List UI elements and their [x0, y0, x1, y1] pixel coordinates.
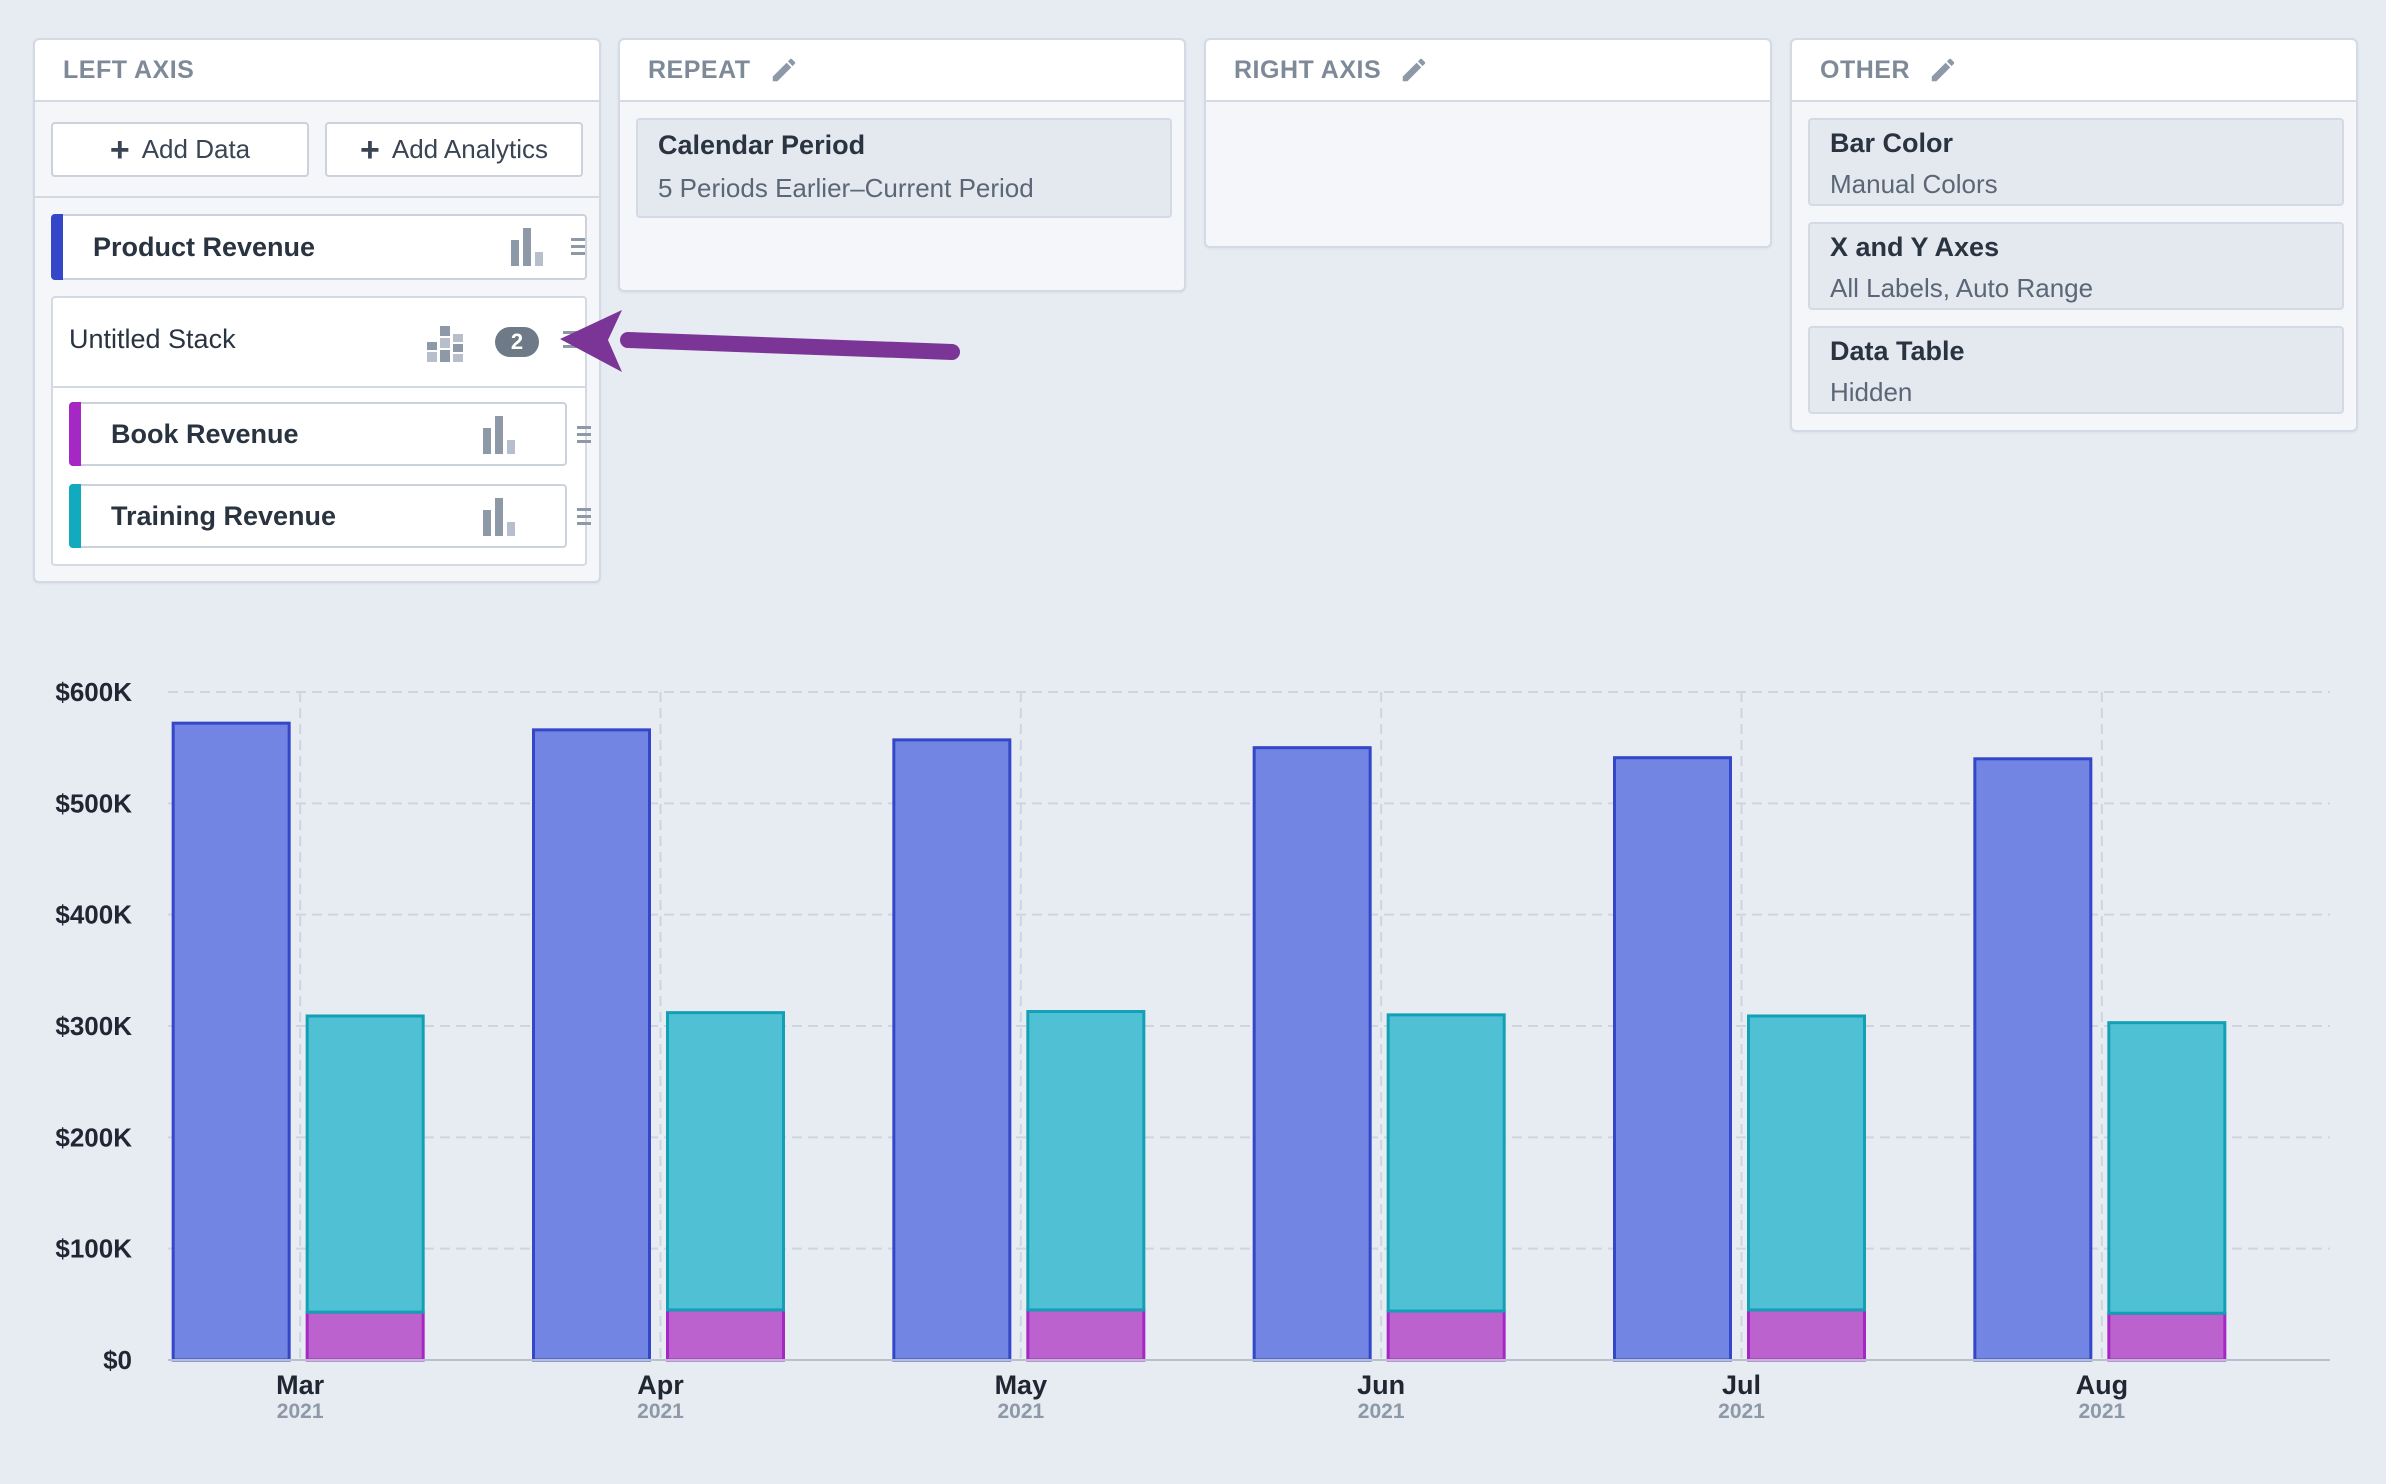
series-color-swatch: [69, 484, 81, 548]
x-tick-year: 2021: [997, 1400, 1044, 1423]
add-data-button[interactable]: + Add Data: [51, 122, 309, 177]
x-tick-year: 2021: [2078, 1400, 2125, 1423]
calendar-period-item[interactable]: Calendar Period 5 Periods Earlier–Curren…: [636, 118, 1172, 218]
plus-icon: +: [109, 130, 130, 169]
x-tick-label: May: [995, 1370, 1048, 1400]
stack-count-badge: 2: [495, 327, 539, 357]
bar-training-revenue: [305, 1014, 425, 1314]
y-tick-label: $500K: [55, 788, 132, 818]
stack-label: Untitled Stack: [69, 324, 236, 354]
y-tick-label: $200K: [55, 1122, 132, 1152]
stack-group: Untitled Stack 2 Book Revenue Training R…: [51, 296, 591, 566]
drag-handle-icon[interactable]: [571, 238, 585, 258]
drag-handle-icon[interactable]: [577, 508, 591, 528]
x-tick-label: Jul: [1722, 1370, 1761, 1400]
y-tick-label: $400K: [55, 900, 132, 930]
item-subtitle: Manual Colors: [1830, 169, 1998, 199]
item-title: X and Y Axes: [1830, 232, 2000, 262]
left-axis-header: LEFT AXIS: [35, 40, 599, 102]
bar-product-revenue: [1973, 757, 2093, 1362]
bar-book-revenue: [1747, 1308, 1866, 1362]
bar-book-revenue: [1026, 1308, 1146, 1362]
x-tick-year: 2021: [1718, 1400, 1765, 1423]
bar-training-revenue: [1026, 1010, 1146, 1312]
bar-book-revenue: [305, 1310, 425, 1362]
item-title: Data Table: [1830, 336, 1965, 366]
add-analytics-label: Add Analytics: [391, 134, 548, 164]
annotation-arrow: [560, 310, 960, 372]
stack-header[interactable]: Untitled Stack 2: [53, 298, 585, 388]
y-tick-label: $300K: [55, 1011, 132, 1041]
bar-chart-icon[interactable]: [511, 228, 547, 266]
bar-product-revenue: [532, 728, 651, 1362]
item-subtitle: 5 Periods Earlier–Current Period: [658, 173, 1034, 203]
item-title: Calendar Period: [658, 130, 866, 160]
right-axis-header: RIGHT AXIS: [1206, 40, 1770, 102]
series-product-revenue[interactable]: Product Revenue: [51, 214, 587, 280]
right-axis-panel: RIGHT AXIS: [1204, 38, 1772, 248]
add-analytics-button[interactable]: + Add Analytics: [325, 122, 583, 177]
divider: [35, 196, 599, 198]
y-tick-label: $600K: [55, 677, 132, 707]
bar-product-revenue: [171, 721, 291, 1362]
item-subtitle: Hidden: [1830, 377, 1913, 407]
axes-item[interactable]: X and Y Axes All Labels, Auto Range: [1808, 222, 2344, 310]
repeat-title: REPEAT: [648, 55, 751, 84]
plus-icon: +: [360, 130, 380, 169]
other-header: OTHER: [1792, 40, 2356, 102]
other-title: OTHER: [1820, 55, 1910, 84]
bar-color-item[interactable]: Bar Color Manual Colors: [1808, 118, 2344, 206]
bar-book-revenue: [666, 1308, 785, 1362]
x-tick-year: 2021: [1358, 1400, 1405, 1423]
x-tick-year: 2021: [277, 1400, 324, 1423]
data-table-item[interactable]: Data Table Hidden: [1808, 326, 2344, 414]
bar-product-revenue: [1613, 756, 1732, 1362]
x-tick-year: 2021: [637, 1400, 684, 1423]
bar-training-revenue: [1386, 1013, 1506, 1313]
add-data-label: Add Data: [141, 134, 251, 164]
bar-chart-icon[interactable]: [483, 416, 519, 454]
left-axis-panel: LEFT AXIS + Add Data + Add Analytics Pro…: [33, 38, 601, 583]
right-axis-title: RIGHT AXIS: [1234, 55, 1382, 84]
bar-training-revenue: [2107, 1021, 2227, 1315]
series-label: Product Revenue: [93, 231, 316, 262]
bar-book-revenue: [1386, 1309, 1506, 1362]
item-subtitle: All Labels, Auto Range: [1830, 273, 2094, 303]
series-color-swatch: [69, 402, 81, 466]
x-tick-label: Mar: [276, 1370, 325, 1400]
item-title: Bar Color: [1830, 128, 1954, 158]
bar-chart-icon[interactable]: [483, 498, 519, 536]
series-book-revenue[interactable]: Book Revenue: [69, 402, 591, 466]
pencil-icon[interactable]: [769, 55, 799, 85]
x-tick-label: Jun: [1357, 1370, 1405, 1400]
bar-book-revenue: [2107, 1311, 2227, 1362]
series-label: Training Revenue: [111, 500, 337, 531]
bar-training-revenue: [666, 1011, 785, 1312]
other-panel: OTHER Bar Color Manual Colors X and Y Ax…: [1790, 38, 2358, 432]
drag-handle-icon[interactable]: [577, 426, 591, 446]
stacked-bar-icon[interactable]: [427, 324, 469, 362]
y-tick-label: $100K: [55, 1234, 132, 1264]
repeat-panel: REPEAT Calendar Period 5 Periods Earlier…: [618, 38, 1186, 292]
pencil-icon[interactable]: [1399, 55, 1429, 85]
y-tick-label: $0: [103, 1345, 132, 1375]
x-tick-label: Aug: [2076, 1370, 2128, 1400]
left-axis-title: LEFT AXIS: [63, 55, 195, 84]
repeat-header: REPEAT: [620, 40, 1184, 102]
series-color-swatch: [51, 214, 63, 280]
revenue-bar-chart: $0$100K$200K$300K$400K$500K$600KMar2021A…: [55, 677, 2330, 1423]
pencil-icon[interactable]: [1928, 55, 1958, 85]
bar-training-revenue: [1747, 1014, 1866, 1312]
bar-product-revenue: [892, 738, 1012, 1362]
series-label: Book Revenue: [111, 418, 299, 449]
bar-product-revenue: [1252, 746, 1372, 1362]
x-tick-label: Apr: [637, 1370, 684, 1400]
series-training-revenue[interactable]: Training Revenue: [69, 484, 591, 548]
